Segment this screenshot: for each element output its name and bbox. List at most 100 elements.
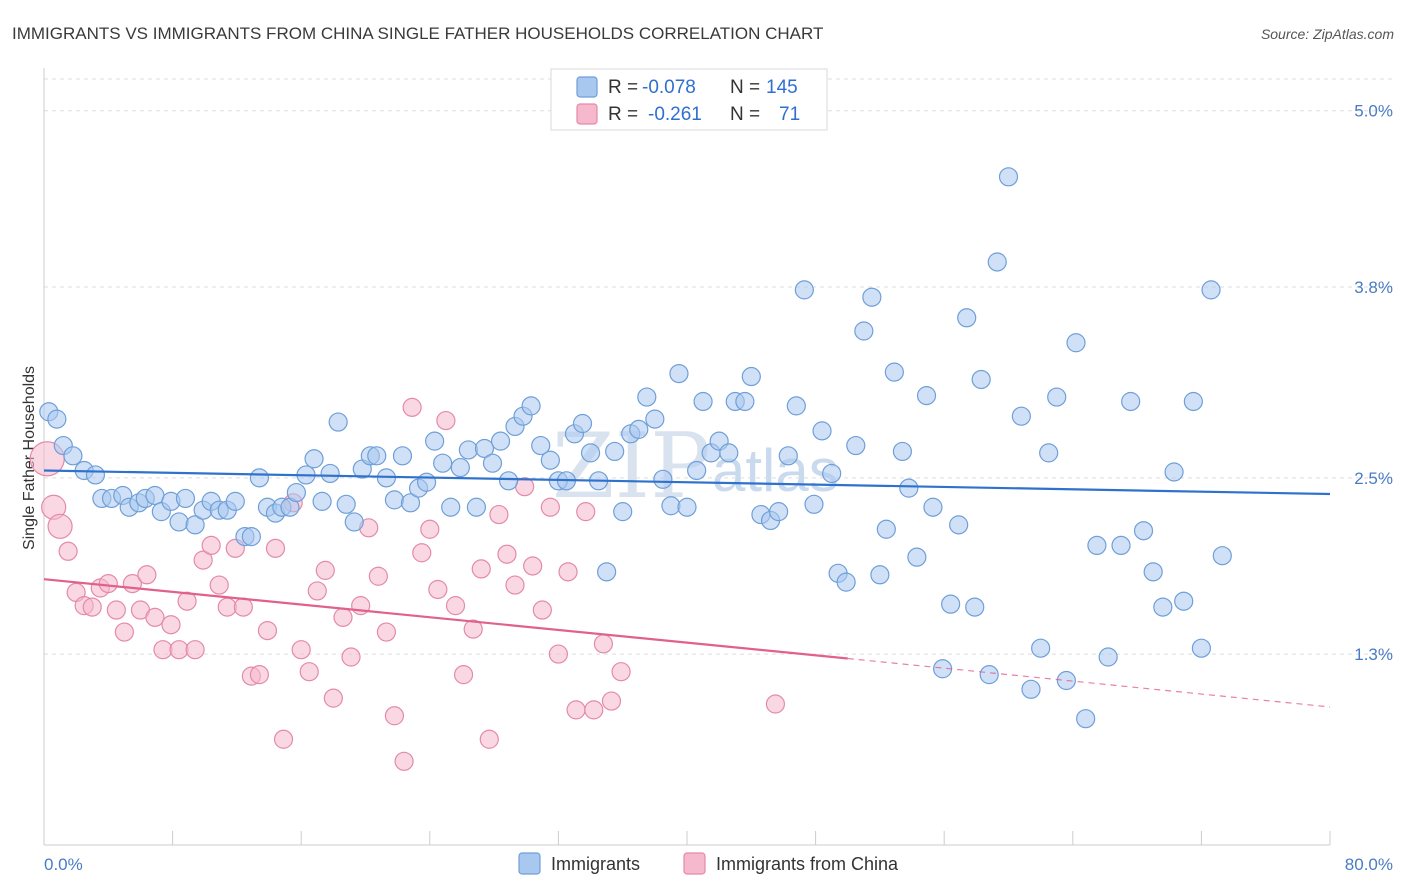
x-tick-label-max: 80.0% (1345, 855, 1393, 874)
point-china-36 (323, 688, 343, 708)
point-immigrants-118 (1011, 406, 1031, 426)
point-immigrants-33 (312, 491, 332, 511)
point-immigrants-47 (425, 431, 445, 451)
point-china-21 (201, 535, 221, 556)
point-immigrants-108 (923, 497, 943, 517)
trend-lines (43, 469, 1331, 708)
point-china-70 (765, 694, 786, 714)
point-immigrants-126 (1087, 535, 1107, 556)
point-immigrants-54 (482, 453, 503, 473)
legend-r-value-2: -0.261 (648, 104, 702, 125)
point-immigrants-12 (145, 485, 165, 506)
point-china-64 (566, 700, 586, 720)
point-immigrants-111 (949, 515, 969, 535)
point-china-10 (114, 622, 134, 642)
point-china-65 (576, 502, 596, 522)
point-china-41 (368, 566, 388, 586)
point-immigrants-128 (1111, 535, 1131, 556)
point-immigrants-102 (876, 519, 896, 539)
point-immigrants-46 (416, 472, 437, 492)
point-china-29 (265, 538, 286, 558)
point-immigrants-66 (580, 443, 601, 463)
point-immigrants-36 (336, 494, 356, 514)
point-immigrants-85 (735, 391, 755, 412)
point-immigrants-35 (328, 412, 348, 432)
point-china-13 (137, 565, 157, 585)
legend-r-label-1: R = (608, 77, 638, 98)
point-immigrants-121 (1039, 443, 1059, 463)
point-immigrants-68 (597, 562, 617, 582)
point-immigrants-5 (85, 465, 106, 485)
point-immigrants-115 (979, 665, 999, 685)
point-immigrants-55 (490, 431, 511, 451)
y-tick-labels: 1.3% 2.5% 3.8% 5.0% (1354, 102, 1393, 664)
point-immigrants-127 (1098, 647, 1118, 667)
point-immigrants-89 (769, 502, 789, 522)
point-china-59 (523, 556, 543, 576)
point-immigrants-43 (392, 446, 413, 466)
point-immigrants-106 (907, 547, 927, 567)
y-axis-label: Single Father Households (21, 366, 38, 550)
point-china-45 (402, 397, 422, 417)
point-immigrants-52 (466, 497, 487, 517)
point-china-17 (169, 640, 189, 660)
bottom-legend-immigrants: Immigrants (551, 854, 640, 874)
point-immigrants-116 (987, 252, 1007, 272)
point-china-67 (593, 634, 614, 654)
point-immigrants-90 (778, 446, 798, 466)
point-immigrants-97 (836, 572, 856, 592)
legend-r-label-2: R = (608, 104, 638, 125)
trend-line-china (43, 578, 848, 660)
bottom-legend: Immigrants Immigrants from China (518, 852, 899, 875)
point-immigrants-51 (458, 440, 478, 460)
point-immigrants-65 (572, 413, 593, 434)
point-immigrants-53 (474, 438, 495, 459)
point-immigrants-105 (899, 478, 919, 498)
point-immigrants-49 (441, 497, 461, 517)
gridlines (44, 78, 1392, 655)
point-china-34 (307, 581, 327, 601)
point-china-60 (532, 600, 552, 620)
point-china-43 (384, 706, 405, 726)
point-china-38 (341, 647, 361, 667)
point-immigrants-124 (1066, 333, 1086, 353)
point-china-30 (273, 729, 294, 749)
point-immigrants-34 (320, 463, 340, 484)
point-china-25 (233, 597, 253, 617)
point-immigrants-3 (63, 446, 83, 466)
point-immigrants-119 (1021, 679, 1041, 699)
point-china-66 (584, 700, 604, 720)
legend-box: R = -0.078 N = 145 R = -0.261 N = 71 (550, 68, 828, 131)
scatter-points (29, 167, 1232, 771)
point-immigrants-130 (1133, 521, 1154, 541)
legend-n-value-1: 145 (766, 77, 798, 98)
point-immigrants-117 (998, 167, 1019, 187)
point-immigrants-122 (1047, 387, 1067, 407)
point-immigrants-92 (794, 280, 814, 300)
y-tick-label-3: 5.0% (1354, 102, 1393, 121)
y-tick-label-2: 3.8% (1354, 278, 1393, 297)
point-immigrants-123 (1056, 670, 1076, 691)
point-china-69 (611, 662, 631, 682)
point-china-62 (548, 644, 569, 664)
point-china-2 (47, 513, 73, 539)
point-china-53 (471, 559, 491, 579)
point-china-19 (185, 640, 205, 660)
point-immigrants-69 (605, 441, 625, 462)
point-immigrants-61 (540, 450, 560, 470)
point-immigrants-99 (854, 321, 874, 341)
point-china-57 (505, 575, 525, 595)
point-immigrants-72 (629, 419, 649, 439)
point-china-56 (497, 544, 517, 564)
point-china-16 (161, 615, 181, 635)
point-china-15 (153, 640, 173, 660)
point-immigrants-25 (249, 468, 270, 488)
point-immigrants-112 (957, 308, 977, 328)
point-china-54 (479, 729, 499, 749)
point-china-55 (489, 504, 509, 525)
point-immigrants-56 (498, 471, 519, 491)
point-immigrants-135 (1183, 391, 1203, 412)
legend-r-value-1: -0.078 (642, 77, 696, 98)
point-immigrants-93 (804, 494, 824, 514)
